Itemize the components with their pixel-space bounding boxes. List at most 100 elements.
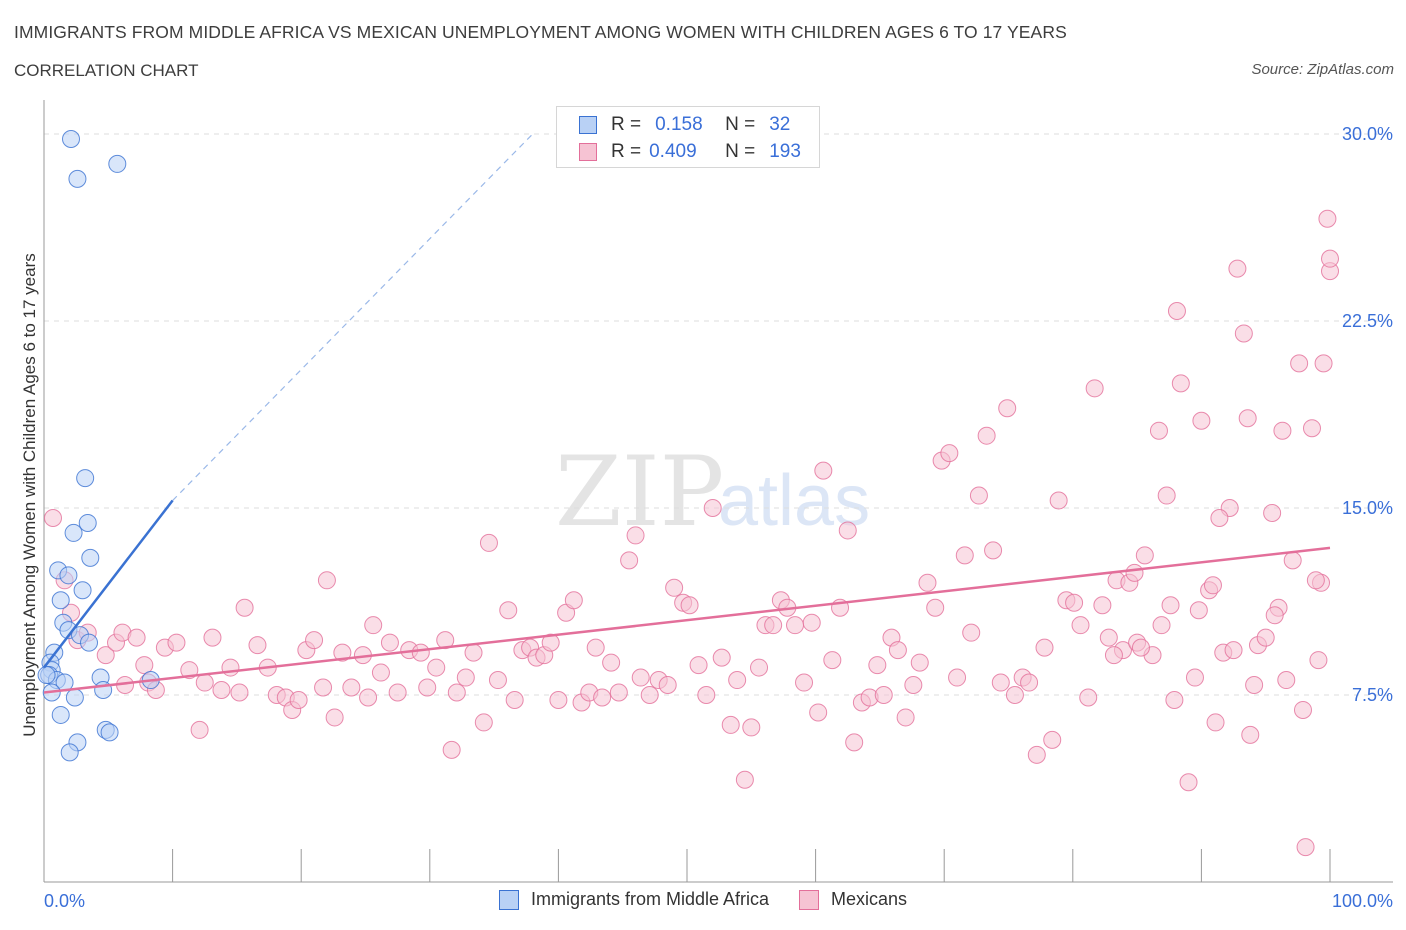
mexicans-point <box>977 426 996 445</box>
mexicans-point <box>1043 730 1062 749</box>
mexicans-point <box>1027 745 1046 764</box>
y-axis-label: Unemployment Among Women with Children A… <box>20 253 39 737</box>
mexicans-point <box>1245 676 1264 695</box>
mexicans-point <box>904 676 923 695</box>
mexicans-point <box>380 633 399 652</box>
mexicans-point <box>814 461 833 480</box>
n-value: 193 <box>769 141 801 162</box>
mexicans-point <box>742 718 761 737</box>
mexicans-point <box>1135 546 1154 565</box>
mexicans-point <box>230 683 249 702</box>
mexicans-point <box>658 676 677 695</box>
mexicans-point <box>926 598 945 617</box>
legend-item-mexicans[interactable]: Mexicans <box>799 889 907 910</box>
mexicans-point <box>955 546 974 565</box>
mexicans-point <box>1085 379 1104 398</box>
mexicans-point <box>479 533 498 552</box>
mexicans-point <box>212 681 231 700</box>
mexicans-point <box>918 573 937 592</box>
mexicans-point <box>1224 641 1243 660</box>
middle-africa-point <box>51 591 70 610</box>
mexicans-point <box>1210 508 1229 527</box>
mexicans-point <box>721 715 740 734</box>
mexicans-point <box>371 663 390 682</box>
mexicans-point <box>868 656 887 675</box>
mexicans-point <box>1302 419 1321 438</box>
mexicans-point <box>1071 616 1090 635</box>
x-tick-label-min: 0.0% <box>44 891 85 911</box>
mexicans-point <box>464 643 483 662</box>
mexicans-point <box>712 648 731 667</box>
pink-swatch <box>579 143 597 161</box>
mexicans-point <box>940 444 959 463</box>
mexicans-point <box>888 641 907 660</box>
n-label: N = <box>725 141 756 162</box>
mexicans-point <box>44 508 63 527</box>
mexicans-point <box>640 686 659 704</box>
y-tick-label: 30.0% <box>1342 124 1393 144</box>
mexicans-point <box>456 668 475 687</box>
mexicans-point <box>1277 671 1296 690</box>
mexicans-points <box>44 209 1339 857</box>
r-label: R = <box>611 141 642 162</box>
mexicans-point <box>1314 354 1333 373</box>
mexicans-point <box>190 720 209 739</box>
mexicans-point <box>874 686 893 704</box>
mexicans-point <box>541 633 560 652</box>
mexicans-point <box>626 526 645 545</box>
mexicans-point <box>845 733 864 752</box>
mexicans-point <box>305 631 324 650</box>
mexicans-point <box>364 616 383 635</box>
r-value: 0.409 <box>649 141 697 162</box>
mexicans-point <box>602 653 621 672</box>
mexicans-point <box>1035 638 1054 657</box>
mexicans-point <box>1283 551 1302 570</box>
mexicans-point <box>1265 606 1284 625</box>
middle-africa-point <box>65 688 84 707</box>
mexicans-point <box>1321 249 1339 268</box>
mexicans-point <box>1206 713 1225 732</box>
mexicans-point <box>631 668 650 687</box>
y-tick-label: 22.5% <box>1342 311 1393 331</box>
mexicans-point <box>984 541 1003 560</box>
mexicans-point <box>1309 651 1328 670</box>
mexicans-trend-line <box>43 546 1331 694</box>
n-label: N = <box>725 114 756 135</box>
mexicans-point <box>333 643 352 662</box>
mexicans-point <box>795 673 814 692</box>
mexicans-point <box>499 601 518 620</box>
middle-africa-point <box>51 705 70 724</box>
mexicans-point <box>1171 374 1190 393</box>
mexicans-point <box>948 668 967 687</box>
middle-africa-point <box>78 513 97 532</box>
mexicans-point <box>411 643 430 662</box>
mexicans-point <box>325 708 344 727</box>
mexicans-point <box>388 683 407 702</box>
mexicans-point <box>1318 209 1337 228</box>
mexicans-point <box>418 678 437 697</box>
mexicans-point <box>1149 421 1168 440</box>
legend-label: Immigrants from Middle Africa <box>530 889 770 909</box>
n-value: 32 <box>769 114 791 135</box>
mexicans-point <box>1104 646 1123 665</box>
chart-subtitle: CORRELATION CHART <box>14 61 199 80</box>
mexicans-point <box>1157 486 1176 505</box>
legend-item-middle-africa[interactable]: Immigrants from Middle Africa <box>498 889 770 910</box>
mexicans-point <box>203 628 222 647</box>
mexicans-point <box>1228 259 1247 278</box>
middle-africa-point <box>73 581 92 600</box>
mexicans-point <box>1234 324 1253 343</box>
mexicans-point <box>998 399 1017 418</box>
mexicans-point <box>962 623 981 642</box>
trend-lines <box>43 133 1331 694</box>
chart-title: IMMIGRANTS FROM MIDDLE AFRICA VS MEXICAN… <box>14 22 1067 42</box>
mexicans-point <box>896 708 915 727</box>
middle-africa-point <box>76 469 95 488</box>
mexicans-point <box>750 658 769 677</box>
mexicans-point <box>1131 638 1150 657</box>
mexicans-point <box>359 688 378 707</box>
mexicans-point <box>1020 673 1039 692</box>
mexicans-point <box>1161 596 1180 615</box>
series-legend: Immigrants from Middle Africa Mexicans <box>0 889 1406 910</box>
mexicans-point <box>1296 838 1315 857</box>
